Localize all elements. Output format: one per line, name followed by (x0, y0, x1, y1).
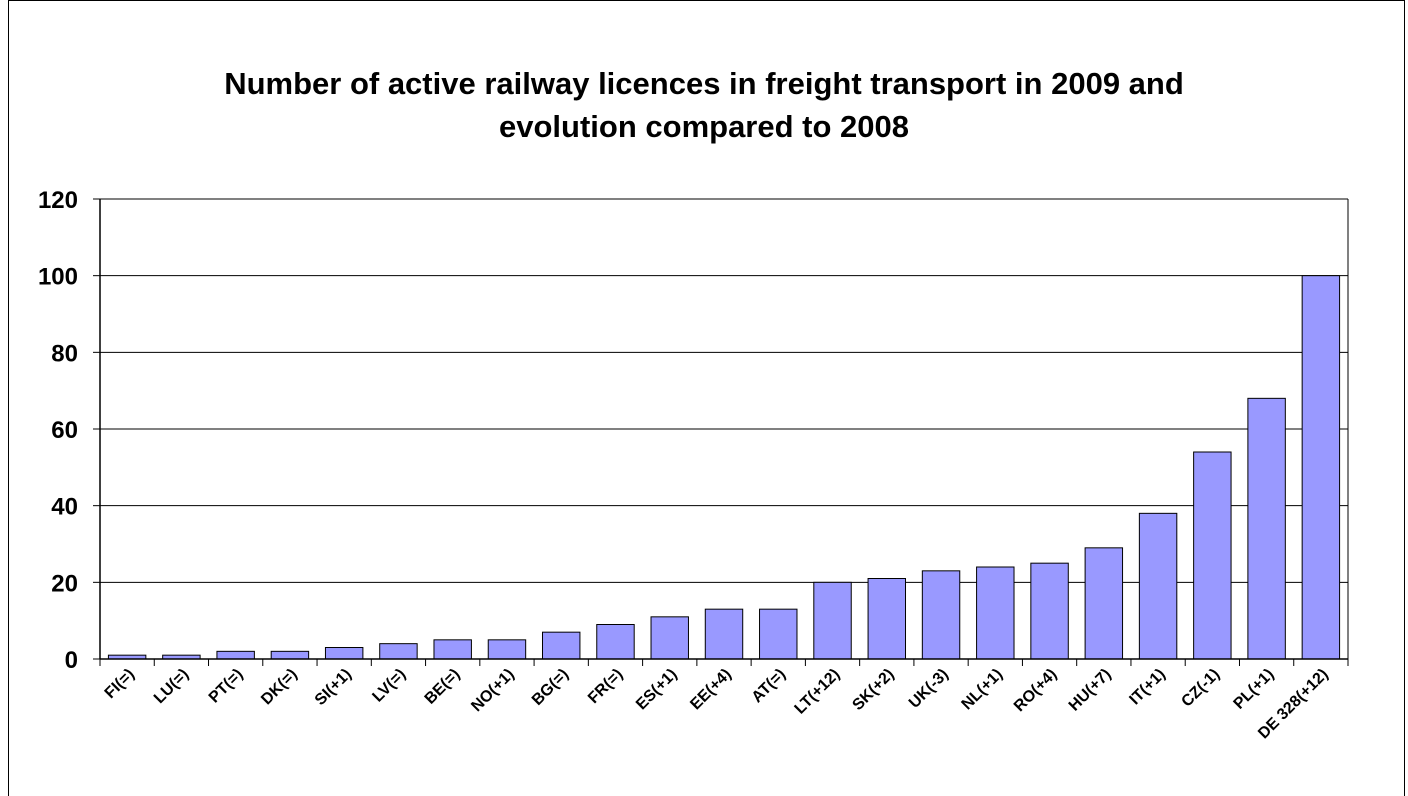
bar (433, 639, 472, 660)
chart-title-line-1: Number of active railway licences in fre… (224, 66, 1184, 101)
bar (976, 566, 1015, 660)
x-tick-label: AT(=) (749, 666, 789, 706)
x-tick-label: ES(+1) (633, 666, 681, 714)
x-tick-label: BE(=) (422, 666, 464, 708)
bar (487, 639, 527, 660)
y-tick-label: 0 (65, 647, 78, 674)
chart-title-line-2: evolution compared to 2008 (499, 109, 909, 144)
x-tick-label: LU(=) (151, 666, 192, 707)
bar (704, 608, 744, 660)
bar (1193, 451, 1232, 660)
chart-frame (8, 0, 1405, 796)
x-tick-label: EE(+4) (687, 666, 735, 714)
x-tick-label: SI(+1) (312, 666, 355, 709)
x-tick-label: PT(=) (206, 666, 247, 707)
y-tick-label: 100 (38, 264, 78, 291)
bar (921, 570, 961, 660)
x-tick-label: SK(+2) (849, 666, 897, 714)
x-tick-label: NO(+1) (468, 666, 517, 715)
bar (813, 581, 852, 660)
x-tick-label: BG(=) (529, 666, 572, 709)
x-tick-label: FI(=) (102, 666, 138, 702)
bar (216, 650, 255, 660)
x-tick-label: CZ(-1) (1178, 666, 1223, 711)
x-axis: FI(=) LU(=) PT(=) DK(=) SI(+1) LV(=) BE(=) NO(+… (99, 658, 1349, 742)
y-tick-label: 60 (51, 417, 78, 444)
bar (596, 624, 635, 660)
bar (1301, 275, 1341, 660)
y-tick-label: 80 (51, 340, 78, 367)
y-tick-label: 120 (38, 187, 78, 214)
bar (1247, 397, 1286, 660)
x-tick-label: FR(=) (585, 666, 626, 707)
bars (107, 275, 1341, 660)
x-tick-label: UK(-3) (906, 666, 952, 712)
bar (1138, 512, 1178, 660)
bar (650, 616, 689, 660)
y-axis: 0 20 40 60 80 100 120 (38, 187, 101, 674)
x-tick-label: NL(+1) (959, 666, 1007, 714)
bar (379, 643, 418, 660)
y-tick-label: 20 (51, 570, 78, 597)
x-tick-label: RO(+4) (1011, 666, 1060, 715)
x-tick-label: IT(+1) (1126, 666, 1169, 709)
x-tick-label: LV(=) (369, 666, 409, 706)
x-tick-label: LT(+12) (792, 666, 844, 718)
bar (270, 650, 310, 660)
x-tick-label: HU(+7) (1066, 666, 1115, 715)
bar (324, 647, 364, 660)
x-tick-label: DK(=) (258, 666, 301, 709)
bar (867, 578, 907, 660)
bar (1084, 547, 1124, 660)
bar (759, 608, 798, 660)
y-tick-label: 40 (51, 494, 78, 521)
chart-title: Number of active railway licences in fre… (0, 62, 1408, 148)
bar (541, 631, 581, 660)
bar (1030, 562, 1069, 660)
x-tick-label: PL(+1) (1231, 666, 1278, 713)
